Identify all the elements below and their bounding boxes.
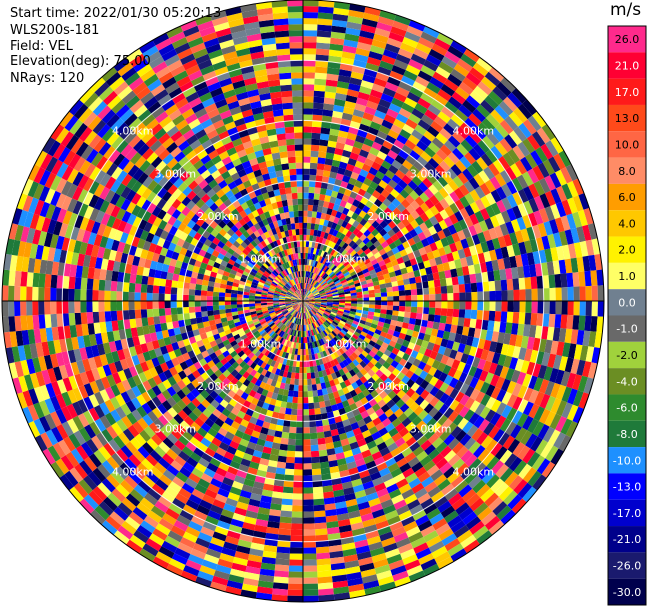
colorbar-tick-label: 0.0 [618, 296, 636, 309]
colorbar-tick-label: 13.0 [615, 112, 640, 125]
colorbar-tick-label: -13.0 [613, 481, 641, 494]
range-ring-label: 3.00km [155, 423, 197, 436]
colorbar-tick-label: -6.0 [616, 402, 637, 415]
colorbar-tick-label: -30.0 [613, 586, 641, 599]
colorbar-unit: m/s [610, 0, 642, 20]
colorbar-bin [608, 52, 646, 79]
colorbar-bin [608, 26, 646, 53]
colorbar-tick-label: 2.0 [618, 244, 636, 257]
colorbar-bin [608, 104, 646, 132]
range-ring-label: 2.00km [197, 210, 239, 223]
range-ring-label: 4.00km [452, 465, 494, 478]
colorbar-bin [608, 368, 646, 395]
colorbar-tick-label: 10.0 [615, 138, 640, 151]
colorbar-bin [608, 473, 646, 500]
colorbar-bin [608, 289, 646, 316]
colorbar-bin [608, 578, 646, 605]
colorbar-tick-label: 21.0 [615, 59, 640, 72]
colorbar-bin [608, 499, 646, 527]
site-label: WLS200s-181 [10, 23, 100, 38]
start-time-label: Start time: 2022/01/30 05:20:13 [10, 6, 222, 21]
colorbar-tick-label: -1.0 [616, 323, 637, 336]
range-ring-label: 2.00km [367, 380, 409, 393]
velocity-gates [2, 0, 604, 602]
nrays-label: NRays: 120 [10, 71, 85, 86]
field-label: Field: VEL [10, 39, 73, 54]
colorbar-bin [608, 420, 646, 448]
colorbar-tick-label: -26.0 [613, 560, 641, 573]
colorbar-tick-label: 4.0 [618, 217, 636, 230]
range-ring-label: 3.00km [410, 167, 452, 180]
outer-ring [1, 0, 605, 603]
colorbar-bin [608, 394, 646, 421]
colorbar-tick-label: 6.0 [618, 191, 636, 204]
range-ring-label: 1.00km [325, 252, 367, 265]
range-ring-label: 1.00km [240, 338, 282, 351]
colorbar-tick-label: -4.0 [616, 375, 637, 388]
colorbar-tick-label: -17.0 [613, 507, 641, 520]
colorbar-tick-label: 26.0 [615, 33, 640, 46]
colorbar-bin [608, 131, 646, 158]
colorbar-bin [608, 526, 646, 553]
colorbar-tick-label: 8.0 [618, 165, 636, 178]
range-ring-label: 4.00km [452, 125, 494, 138]
colorbar-tick-label: -8.0 [616, 428, 637, 441]
colorbar-tick-label: 17.0 [615, 86, 640, 99]
colorbar-bin [608, 315, 646, 342]
range-ring-label: 2.00km [197, 380, 239, 393]
range-ring-label: 2.00km [367, 210, 409, 223]
colorbar-bin [608, 210, 646, 237]
range-ring-label: 1.00km [325, 338, 367, 351]
colorbar-tick-label: -21.0 [613, 533, 641, 546]
range-ring-label: 3.00km [410, 423, 452, 436]
range-ring-label: 4.00km [112, 465, 154, 478]
colorbar-tick-label: 1.0 [618, 270, 636, 283]
colorbar-tick-label: -10.0 [613, 454, 641, 467]
range-ring-label: 3.00km [155, 167, 197, 180]
colorbar-bin [608, 262, 646, 290]
colorbar-bin [608, 183, 646, 211]
colorbar-bin [608, 78, 646, 105]
colorbar-bin [608, 341, 646, 369]
range-ring-label: 4.00km [112, 125, 154, 138]
colorbar-bin [608, 236, 646, 263]
colorbar-bin [608, 447, 646, 474]
range-ring-label: 1.00km [240, 252, 282, 265]
colorbar-tick-label: -2.0 [616, 349, 637, 362]
colorbar-bin [608, 552, 646, 579]
colorbar-bin [608, 157, 646, 184]
elevation-label: Elevation(deg): 75.00 [10, 54, 151, 69]
